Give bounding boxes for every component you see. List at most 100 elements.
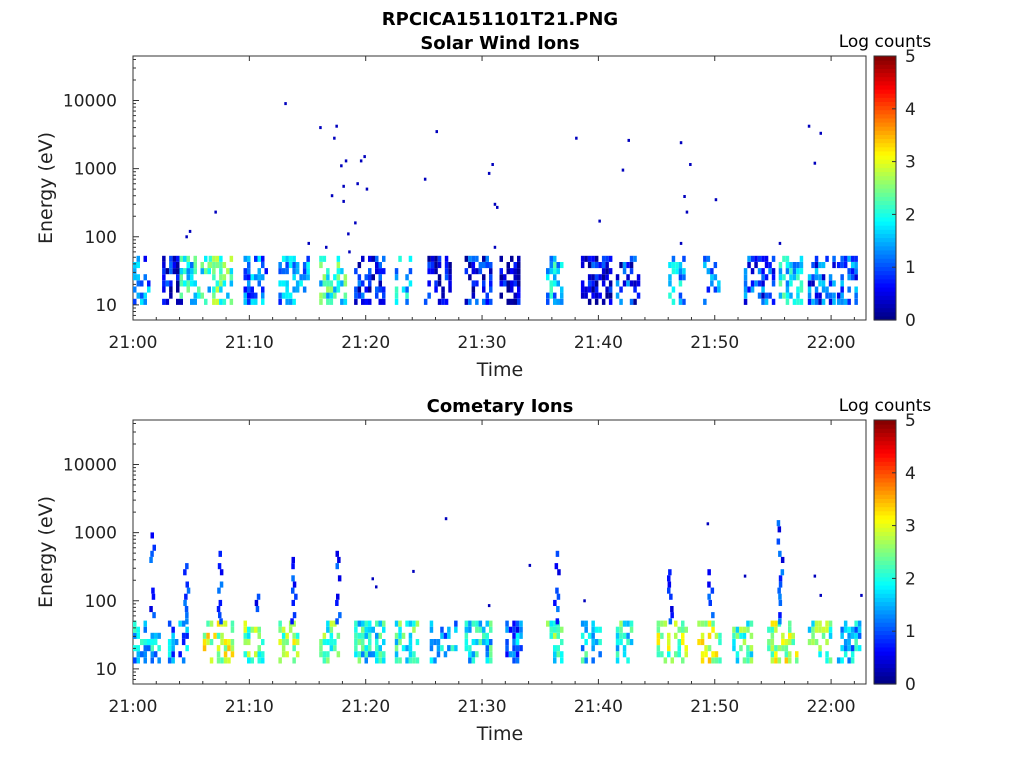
heatmap-cell xyxy=(591,274,595,281)
heatmap-cell xyxy=(629,280,634,287)
heatmap-cell xyxy=(471,657,476,664)
heatmap-cell xyxy=(208,262,213,269)
heatmap-cell xyxy=(257,632,261,639)
heatmap-cell xyxy=(178,620,182,627)
colorbar-segment xyxy=(874,117,896,123)
heatmap-cell xyxy=(336,286,341,293)
heatmap-cell xyxy=(671,255,676,262)
heatmap-cell xyxy=(454,620,458,627)
heatmap-cell xyxy=(140,639,144,646)
heatmap-cell xyxy=(482,639,486,646)
heatmap-cell xyxy=(261,651,265,658)
heatmap-cell xyxy=(398,620,402,627)
heatmap-cell xyxy=(471,280,476,287)
heatmap-cell xyxy=(619,298,623,305)
heatmap-cell xyxy=(408,657,413,664)
colorbar-segment xyxy=(874,146,896,152)
colorbar-segment xyxy=(874,241,896,247)
heatmap-cell xyxy=(230,620,235,627)
heatmap-cell xyxy=(807,274,812,281)
heatmap-cell xyxy=(656,632,661,639)
heatmap-cell xyxy=(382,626,386,633)
colorbar-segment xyxy=(874,183,896,189)
y-axis-label: Energy (eV) xyxy=(35,132,57,244)
heatmap-cell xyxy=(326,286,330,293)
heatmap-cell xyxy=(703,298,707,305)
heatmap-cell xyxy=(788,620,792,627)
heatmap-cell xyxy=(788,639,792,646)
heatmap-cell xyxy=(825,639,829,646)
heatmap-cell xyxy=(368,298,372,305)
heatmap-cell xyxy=(243,632,247,639)
heatmap-cell xyxy=(229,274,234,281)
colorbar-segment xyxy=(874,287,896,292)
colorbar-segment xyxy=(874,64,896,69)
colorbar-segment xyxy=(874,163,896,168)
heatmap-cell xyxy=(499,255,503,262)
heatmap-cell xyxy=(150,657,154,664)
heatmap-cell xyxy=(485,255,489,262)
heatmap-cell xyxy=(181,620,186,627)
heatmap-cell xyxy=(553,262,557,269)
heatmap-cell xyxy=(343,298,348,305)
heatmap-cell xyxy=(685,210,689,214)
heatmap-cell xyxy=(408,280,413,287)
heatmap-cell xyxy=(710,587,715,594)
heatmap-cell xyxy=(394,639,399,646)
heatmap-cell xyxy=(475,268,479,275)
panel-title: Cometary Ions xyxy=(427,396,574,417)
heatmap-cell xyxy=(394,620,399,627)
heatmap-cell xyxy=(670,657,674,664)
heatmap-cell xyxy=(503,280,507,287)
heatmap-cell xyxy=(735,632,740,639)
heatmap-cell xyxy=(169,280,173,287)
heatmap-cell xyxy=(306,274,310,281)
heatmap-cell xyxy=(485,632,489,639)
heatmap-cell xyxy=(700,639,705,646)
colorbar-segment xyxy=(874,659,896,664)
heatmap-cell xyxy=(517,280,521,287)
heatmap-cell xyxy=(226,268,230,275)
heatmap-cell xyxy=(832,280,836,287)
heatmap-cell xyxy=(828,632,833,639)
heatmap-cell xyxy=(223,639,228,646)
heatmap-cell xyxy=(340,164,343,168)
heatmap-cell xyxy=(615,626,620,633)
heatmap-cell xyxy=(811,626,815,633)
heatmap-cell xyxy=(143,626,147,633)
heatmap-cell xyxy=(247,274,251,281)
heatmap-cell xyxy=(261,274,265,281)
heatmap-cell xyxy=(430,268,435,275)
heatmap-cell xyxy=(598,626,602,633)
heatmap-cell xyxy=(257,626,261,633)
heatmap-cell xyxy=(681,632,685,639)
heatmap-cells xyxy=(133,517,863,664)
heatmap-cell xyxy=(785,286,790,293)
heatmap-cell xyxy=(626,620,630,627)
heatmap-cell xyxy=(167,639,172,646)
heatmap-cell xyxy=(150,632,154,639)
colorbar-tick-label: 2 xyxy=(905,569,916,589)
heatmap-cell xyxy=(584,286,588,293)
heatmap-cell xyxy=(179,268,183,275)
heatmap-cell xyxy=(243,620,247,627)
heatmap-cell xyxy=(821,262,826,269)
heatmap-cell xyxy=(433,639,437,646)
heatmap-cell xyxy=(580,620,585,627)
heatmap-cell xyxy=(212,262,216,269)
heatmap-cell xyxy=(778,262,783,269)
heatmap-cell xyxy=(436,651,441,658)
heatmap-cell xyxy=(243,651,247,658)
heatmap-cell xyxy=(394,274,399,281)
heatmap-cell xyxy=(378,280,382,287)
heatmap-cell xyxy=(828,620,833,627)
heatmap-cell xyxy=(814,639,819,646)
heatmap-cell xyxy=(761,292,765,299)
heatmap-cell xyxy=(821,274,826,281)
heatmap-cell xyxy=(828,292,833,299)
heatmap-cell xyxy=(222,274,227,281)
heatmap-cell xyxy=(333,645,337,652)
heatmap-cell xyxy=(784,639,789,646)
panel-title: Solar Wind Ions xyxy=(420,33,579,54)
heatmap-cell xyxy=(285,280,289,287)
